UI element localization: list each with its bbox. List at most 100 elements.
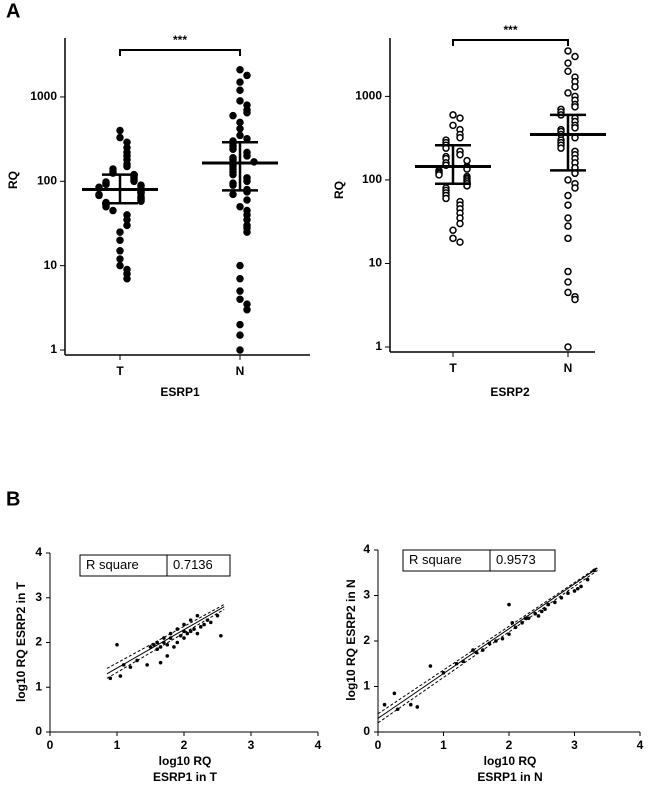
data-point (559, 595, 564, 600)
data-point (243, 306, 251, 314)
data-point (209, 620, 213, 625)
y-tick-label: 4 (363, 542, 370, 556)
data-point (229, 170, 237, 179)
y-tick-label: 1000 (30, 89, 57, 103)
regression-fit (106, 606, 225, 675)
data-point (456, 151, 464, 159)
data-point (236, 118, 244, 127)
data-point (236, 261, 244, 270)
data-point (229, 111, 237, 120)
data-point (236, 124, 244, 133)
data-point (102, 180, 110, 189)
x-axis-label: log10 RQ (484, 754, 537, 768)
data-point (155, 647, 159, 652)
significance-bracket (452, 39, 569, 46)
data-point (543, 607, 547, 611)
data-point (182, 622, 186, 627)
data-point (571, 103, 579, 111)
y-tick-label: 1 (363, 679, 370, 693)
data-point (449, 121, 457, 130)
y-tick-label: 3 (35, 590, 42, 604)
x-tick-label: 4 (637, 738, 644, 752)
panel-label: A (6, 0, 20, 22)
y-tick-label: 3 (363, 588, 370, 602)
iqr-bar (102, 173, 138, 205)
data-point (564, 47, 572, 55)
x-axis-label: ESRP1 (160, 385, 200, 399)
x-axis-label: ESRP1 in T (153, 770, 218, 784)
data-point (435, 171, 443, 179)
data-point (236, 295, 244, 303)
x-tick-label: 0 (47, 738, 54, 752)
data-point (564, 267, 572, 276)
iqr-bar (550, 113, 586, 172)
data-point (571, 83, 579, 91)
data-point (571, 295, 579, 304)
data-point (236, 346, 244, 354)
data-point (236, 320, 244, 329)
data-point (449, 234, 457, 243)
data-point (507, 632, 511, 636)
data-point (564, 67, 572, 75)
data-point (219, 633, 223, 638)
data-point (571, 184, 579, 192)
data-point (123, 221, 131, 230)
data-point (185, 631, 190, 636)
data-point (243, 108, 251, 117)
data-point (137, 197, 145, 206)
panel-label: B (6, 488, 20, 510)
data-point (557, 144, 565, 152)
y-tick-label: 1000 (355, 89, 382, 103)
data-point (243, 228, 251, 236)
regression-ci-upper (106, 604, 225, 669)
data-point (575, 586, 580, 591)
data-point (116, 247, 124, 255)
data-point (579, 584, 583, 589)
x-axis-label: ESRP1 in N (477, 770, 542, 784)
data-point (116, 133, 124, 142)
x-tick-label: N (236, 364, 245, 378)
data-point (236, 97, 244, 105)
iqr-bar (222, 141, 258, 192)
data-point (564, 288, 572, 297)
data-point (229, 181, 237, 189)
data-point (236, 274, 244, 283)
x-tick-label: T (116, 364, 124, 378)
data-point (123, 162, 131, 171)
regression-ci-lower (377, 570, 598, 724)
data-point (564, 343, 572, 351)
data-point (116, 126, 124, 135)
regression-ci-lower (106, 608, 225, 679)
data-point (382, 702, 387, 707)
data-point (507, 602, 511, 607)
data-point (182, 636, 186, 640)
data-point (116, 255, 124, 263)
data-point (158, 660, 163, 665)
data-point (571, 124, 579, 132)
r-square-value: 0.7136 (173, 557, 213, 572)
data-point (564, 191, 572, 200)
significance-label: *** (173, 33, 187, 47)
data-point (553, 600, 557, 605)
x-tick-label: N (564, 361, 573, 375)
data-point (116, 228, 124, 236)
data-point (102, 202, 110, 211)
data-point (175, 640, 180, 645)
data-point (564, 214, 572, 222)
x-tick-label: 1 (440, 738, 447, 752)
data-point (130, 177, 138, 186)
data-point (564, 201, 572, 209)
r-square-box (402, 549, 556, 572)
r-square-label: R square (409, 552, 462, 567)
data-point (128, 665, 133, 669)
data-point (449, 111, 457, 119)
data-point (243, 152, 251, 160)
regression-ci-upper (377, 566, 598, 715)
data-point (123, 274, 131, 283)
x-axis-label: log10 RQ (159, 754, 212, 768)
data-point (564, 234, 572, 243)
data-point (428, 664, 433, 668)
data-point (188, 629, 193, 634)
data-point (415, 705, 420, 709)
